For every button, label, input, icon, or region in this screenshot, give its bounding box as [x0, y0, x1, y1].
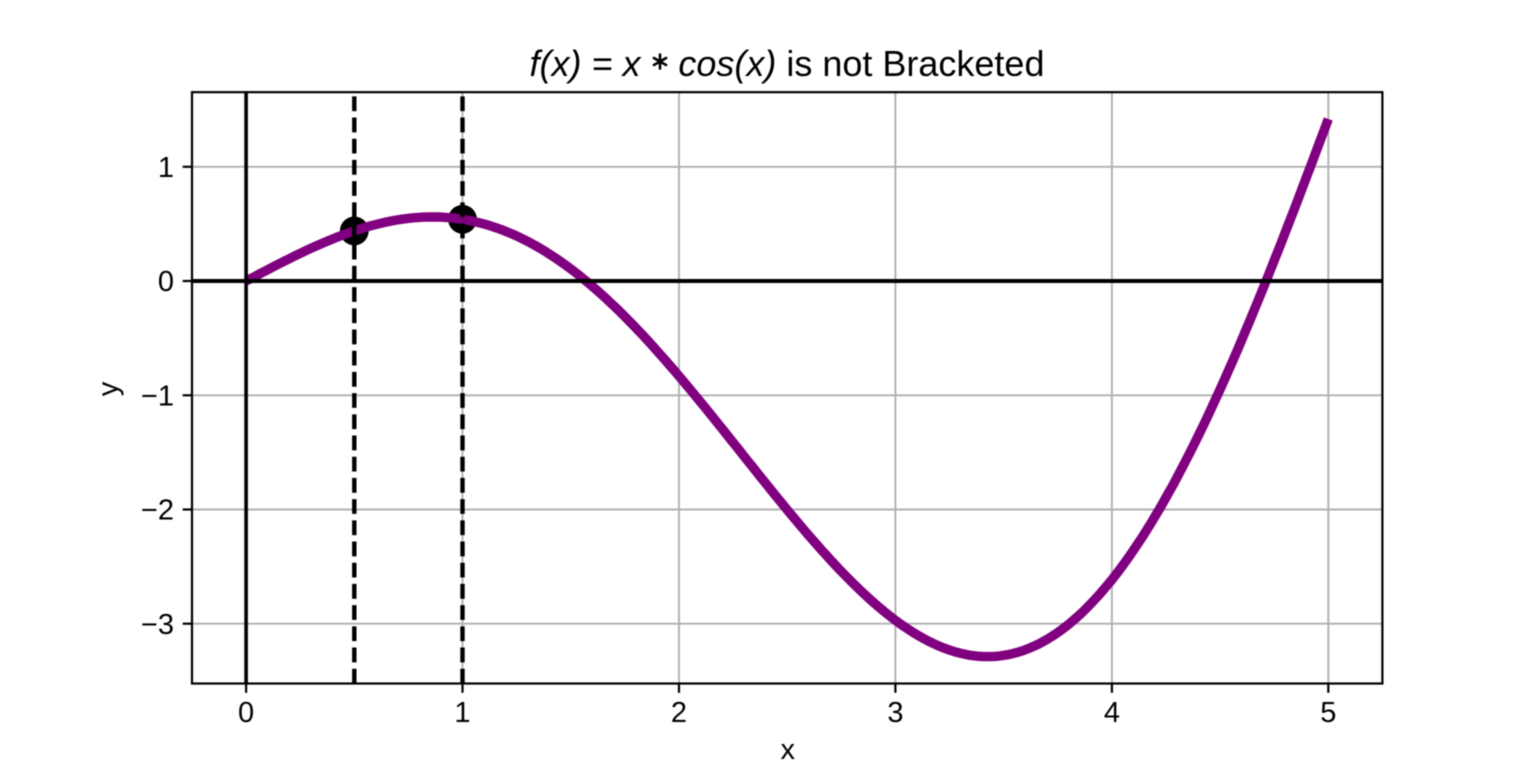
svg-text:x: x — [780, 734, 795, 766]
svg-text:−3: −3 — [141, 609, 174, 641]
svg-text:1: 1 — [454, 697, 470, 729]
svg-text:y: y — [93, 381, 125, 396]
svg-text:0: 0 — [158, 266, 174, 298]
svg-text:1: 1 — [158, 152, 174, 184]
svg-text:f(x) = x * cos(x) is not Brack: f(x) = x * cos(x) is not Bracketed — [530, 43, 1045, 91]
svg-text:4: 4 — [1104, 697, 1120, 729]
svg-text:5: 5 — [1320, 697, 1336, 729]
svg-text:−2: −2 — [141, 495, 174, 527]
svg-text:2: 2 — [671, 697, 687, 729]
svg-text:3: 3 — [887, 697, 903, 729]
svg-text:0: 0 — [238, 697, 254, 729]
svg-text:−1: −1 — [141, 381, 174, 413]
